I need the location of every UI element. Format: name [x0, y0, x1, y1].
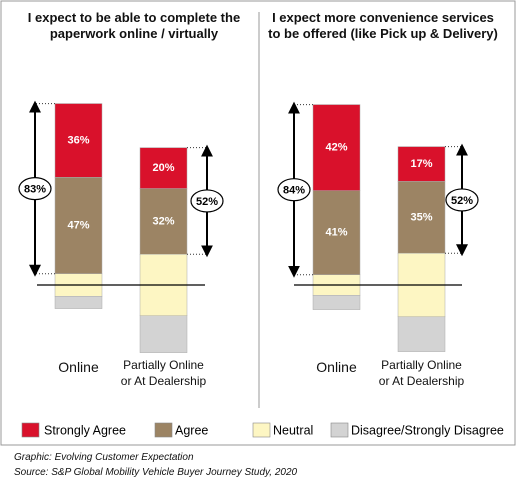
legend-swatch — [330, 422, 349, 438]
bar-segment — [312, 190, 361, 275]
bar-segment — [54, 296, 103, 309]
chart-title: I expect to be able to complete the pape… — [27, 10, 241, 41]
value-label: 17% — [410, 158, 432, 170]
bracket-label: 83% — [24, 184, 46, 196]
frame — [0, 0, 516, 446]
bracket-label: 52% — [451, 195, 473, 207]
bracket-label-bg — [190, 189, 224, 213]
legend-label: Disagree/Strongly Disagree — [351, 423, 504, 437]
legend-label: Agree — [175, 423, 208, 437]
bracket-label: 84% — [283, 185, 305, 197]
value-label: 47% — [67, 219, 89, 231]
legend-label: Neutral — [273, 423, 313, 437]
x-tick-label: Online — [58, 359, 99, 375]
value-label: 42% — [325, 142, 347, 154]
x-tick-label: Partially Online or At Dealership — [120, 358, 207, 388]
chart-title: I expect more convenience services to be… — [268, 10, 498, 41]
bar-segment — [139, 188, 188, 255]
note: Source: S&P Global Mobility Vehicle Buye… — [14, 467, 298, 478]
x-tick-label: Partially Online or At Dealership — [378, 358, 465, 388]
value-label: 36% — [67, 134, 89, 146]
x-tick-label: Online — [316, 359, 357, 375]
bar-segment — [139, 315, 188, 353]
bar-segment — [54, 177, 103, 274]
value-label: 41% — [325, 227, 347, 239]
bar-segment — [312, 104, 361, 191]
bar-segment — [139, 147, 188, 189]
legend-label: Strongly Agree — [44, 423, 126, 437]
bracket-label-bg — [445, 188, 479, 212]
legend-swatch — [21, 422, 40, 438]
bar-segment — [397, 181, 446, 254]
bar-segment — [397, 316, 446, 352]
legend-swatch — [252, 422, 271, 438]
bracket-label-bg — [18, 177, 52, 201]
value-label: 20% — [152, 162, 174, 174]
legend-swatch — [154, 422, 173, 438]
bar-segment — [312, 295, 361, 310]
value-label: 35% — [410, 211, 432, 223]
value-label: 32% — [152, 215, 174, 227]
bracket-label: 52% — [196, 196, 218, 208]
bar-segment — [397, 146, 446, 182]
bar-segment — [54, 103, 103, 178]
bracket-label-bg — [277, 178, 311, 202]
note: Graphic: Evolving Customer Expectation — [14, 452, 194, 463]
